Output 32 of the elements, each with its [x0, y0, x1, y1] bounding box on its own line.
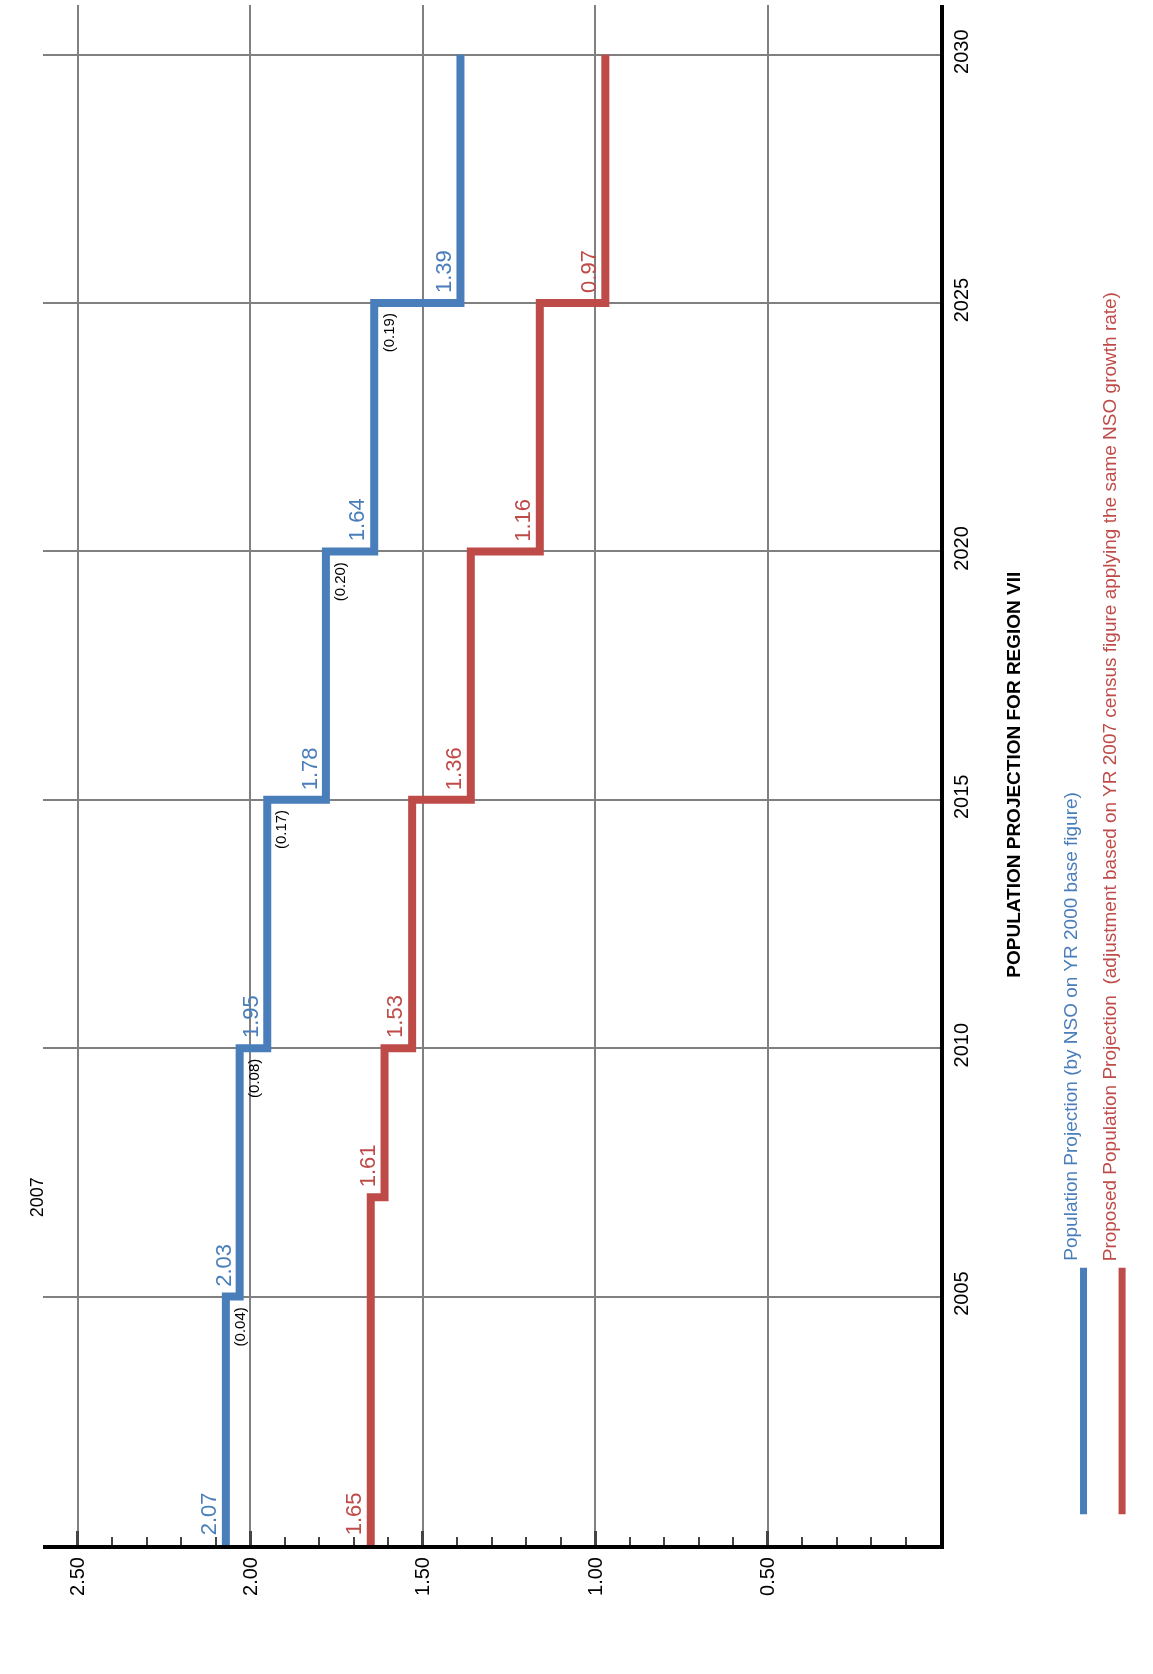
data-label: 1.39: [430, 250, 456, 294]
data-label: 1.64: [344, 498, 370, 542]
x-tick-label: 2.50: [66, 1557, 88, 1596]
data-label: 1.95: [237, 995, 263, 1038]
data-label: 1.78: [296, 747, 322, 791]
annotation: (0.17): [272, 809, 290, 850]
annotation: (0.19): [380, 313, 398, 353]
data-label: 1.65: [341, 1492, 367, 1536]
data-label: 0.97: [575, 250, 601, 293]
data-label: 2.07: [196, 1492, 222, 1536]
y-tick-label: 2030: [950, 29, 972, 74]
data-label: 1.36: [441, 747, 467, 791]
y-tick-label: 2010: [950, 1022, 972, 1068]
annotation: (0.04): [231, 1307, 249, 1347]
y-tick-label: 2025: [950, 277, 972, 323]
data-label: 2.03: [210, 1243, 236, 1287]
y-tick-label: 2005: [950, 1271, 972, 1316]
text: POPULATION PROJECTION FOR REGION VII: [1002, 571, 1024, 978]
annotation: (0.08): [245, 1058, 263, 1098]
data-label: 1.16: [509, 498, 535, 542]
y-tick-label: 2015: [950, 774, 972, 820]
y-tick-label: 2020: [950, 526, 972, 571]
x-tick-label: 2.00: [238, 1557, 261, 1596]
text: Population Projection (by NSO on YR 2000 base figure): [1060, 792, 1082, 1261]
text: Proposed Population Projection (adjustment based on YR 2007 census figure applying the same NSO growth rate): [1098, 292, 1120, 1262]
x-tick-label: 0.50: [756, 1557, 778, 1596]
x-tick-label: 1.50: [411, 1557, 433, 1596]
data-label: 1.61: [354, 1144, 380, 1188]
annotation: (0.20): [331, 562, 349, 602]
data-label: 1.53: [382, 995, 408, 1038]
x-tick-label: 1.00: [583, 1557, 606, 1596]
annotation: 2007: [26, 1177, 47, 1218]
